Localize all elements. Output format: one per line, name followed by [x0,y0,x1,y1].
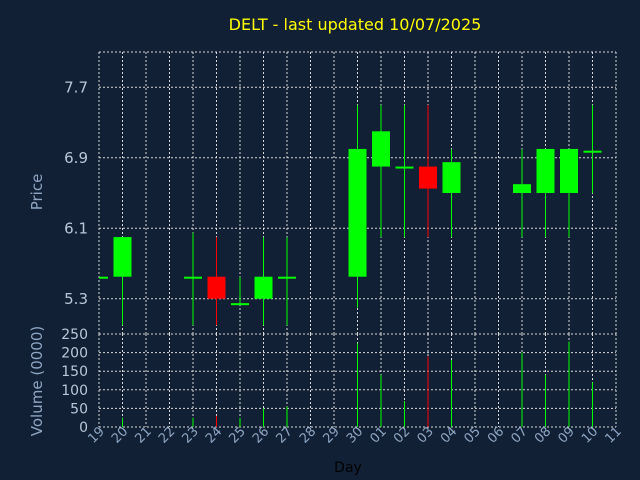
candle [113,237,132,326]
x-ticks: 19 20 21 22 23 24 25 26 27 28 29 30 01 02 03 04 05 06 07 08… [86,424,625,446]
candle [372,104,390,238]
candle [513,148,531,238]
price-axis-label: Price [28,174,46,211]
candle-body [254,276,273,299]
x-axis-label: Day [334,460,362,476]
volume-y-ticks: 0 50 100 150 200 250 [61,327,88,436]
candle-body [113,237,132,277]
candle-body [231,303,249,306]
candle-body [372,131,390,167]
candles [99,104,602,326]
volume-tick-label: 100 [61,383,88,399]
candle-body [442,162,461,193]
volume-tick-label: 50 [70,401,88,417]
candle-body [278,276,296,279]
candle [278,237,296,326]
candle [419,104,437,238]
price-tick-label: 6.9 [64,149,88,167]
candle-body [560,148,578,193]
candle-body [348,148,367,277]
volume-tick-label: 150 [61,364,88,380]
price-panel: 5.3 6.1 6.9 7.7 [64,51,617,335]
volume-tick-label: 0 [79,420,88,436]
price-tick-label: 5.3 [64,290,88,308]
candle-body [99,276,108,279]
candle [99,276,108,279]
candle-body [536,148,555,193]
candle-body [184,276,202,279]
candle-body [395,166,414,169]
candle [231,276,249,306]
candle [207,237,226,326]
volume-tick-label: 200 [61,346,88,362]
volume-bars [122,341,593,427]
candle [348,104,367,308]
volume-axis-label: Volume (0000) [28,326,46,436]
candle [536,148,555,238]
candle-body [583,150,602,153]
volume-tick-label: 250 [61,327,88,343]
candle-body [207,276,226,299]
price-y-ticks: 5.3 6.1 6.9 7.7 [64,78,88,308]
price-tick-label: 7.7 [64,78,88,96]
candle-body [513,184,531,193]
candle [395,104,414,238]
price-tick-label: 6.1 [64,219,88,237]
chart-title: DELT - last updated 10/07/2025 [229,15,482,34]
candle [442,148,461,238]
candle [560,148,578,238]
candle [184,232,202,326]
volume-panel: 0 50 100 150 200 250 [61,327,617,436]
candle [254,237,273,326]
candle [583,104,602,193]
candle-body [419,166,437,189]
